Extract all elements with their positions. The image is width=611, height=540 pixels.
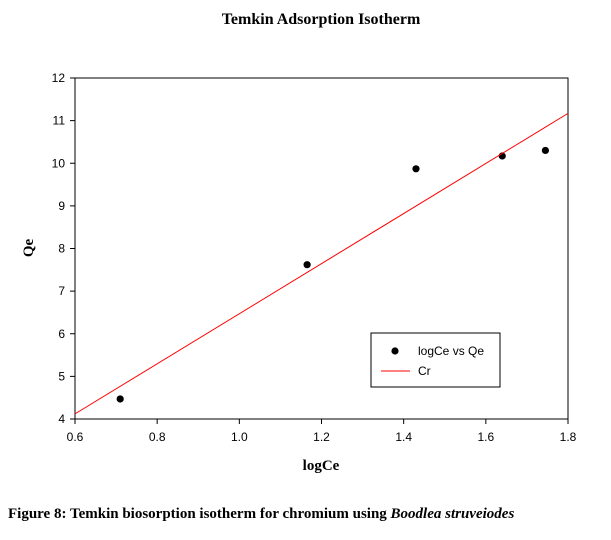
legend-box — [370, 332, 501, 388]
data-point — [412, 165, 420, 173]
x-tick-label: 0.8 — [149, 430, 166, 444]
data-point — [303, 261, 311, 269]
y-axis-title: Qe — [21, 238, 37, 257]
y-tick-label: 6 — [58, 327, 65, 341]
y-tick-label: 7 — [58, 284, 65, 298]
caption-species: Boodlea struveiodes — [390, 506, 515, 522]
regression-line-cr — [74, 112, 569, 415]
chart: Temkin Adsorption Isotherm 0.6 0.8 1.0 1.2 1… — [21, 11, 577, 474]
legend-label-cr: Cr — [418, 364, 431, 378]
x-axis-title: logCe — [303, 458, 340, 474]
x-axis: 0.6 0.8 1.0 1.2 1.4 1.6 1.8 — [67, 419, 577, 444]
legend: logCe vs Qe Cr — [370, 332, 501, 388]
x-tick-label: 0.6 — [67, 430, 84, 444]
y-tick-label: 9 — [58, 199, 65, 213]
chart-title: Temkin Adsorption Isotherm — [222, 11, 421, 28]
series-layer — [74, 112, 569, 415]
y-tick-label: 8 — [58, 242, 65, 256]
legend-marker-scatter — [391, 347, 399, 355]
y-tick-label: 12 — [52, 71, 66, 85]
x-tick-label: 1.0 — [231, 430, 248, 444]
y-tick-label: 10 — [52, 156, 66, 170]
y-tick-label: 4 — [58, 412, 65, 426]
data-point — [116, 395, 124, 403]
x-tick-label: 1.2 — [313, 430, 330, 444]
x-tick-label: 1.8 — [560, 430, 577, 444]
caption-text: Figure 8: Temkin biosorption isotherm fo… — [8, 506, 391, 522]
y-tick-label: 5 — [58, 369, 65, 383]
legend-label-scatter: logCe vs Qe — [418, 344, 484, 358]
y-tick-label: 11 — [53, 114, 66, 128]
x-tick-label: 1.4 — [395, 430, 412, 444]
y-axis: 4 5 6 7 8 9 10 11 12 — [52, 71, 75, 426]
x-tick-label: 1.6 — [477, 430, 494, 444]
data-point — [541, 146, 550, 155]
figure-caption: Figure 8: Temkin biosorption isotherm fo… — [8, 506, 608, 523]
